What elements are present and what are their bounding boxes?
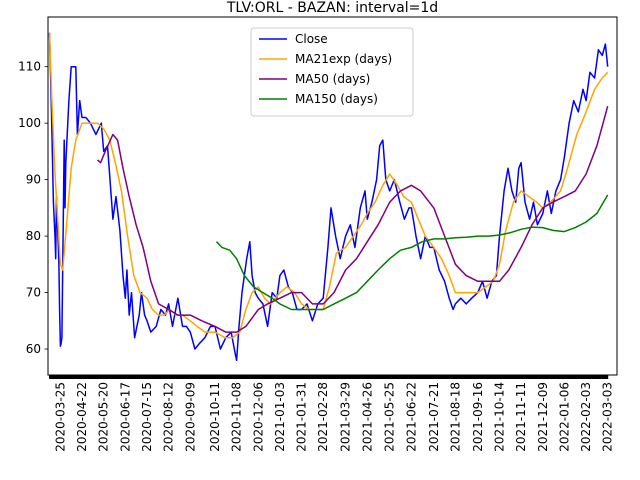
x-tick-label: 2021-01-03 xyxy=(273,382,287,452)
y-tick-label: 90 xyxy=(26,173,41,187)
x-minor-ticks xyxy=(49,375,609,379)
series-line-1 xyxy=(48,32,609,339)
y-tick-label: 80 xyxy=(26,229,41,243)
y-tick-label: 70 xyxy=(26,286,41,300)
x-tick-label: 2021-04-26 xyxy=(360,382,374,452)
x-tick-label: 2020-04-22 xyxy=(75,382,89,452)
x-tick-label: 2021-11-11 xyxy=(514,382,528,452)
series-layer xyxy=(48,32,609,362)
x-tick-label: 2020-08-12 xyxy=(162,382,176,452)
series-line-2 xyxy=(96,106,609,333)
x-tick-label: 2021-03-29 xyxy=(339,382,353,452)
legend: Close MA21exp (days) MA50 (days) MA150 (day… xyxy=(250,27,414,117)
x-axis: 2020-03-25 2020-04-22 2020-05-20 2020-06-17… xyxy=(49,375,615,452)
x-tick-label: 2020-05-20 xyxy=(97,382,111,452)
x-tick-label: 2020-06-17 xyxy=(118,382,132,452)
x-tick-label: 2022-02-03 xyxy=(579,382,593,452)
x-tick-label: 2021-10-14 xyxy=(493,382,507,452)
y-tick-label: 60 xyxy=(26,342,41,356)
x-tick-label: 2021-08-18 xyxy=(448,382,462,452)
x-tick-label: 2021-09-16 xyxy=(471,382,485,452)
x-tick-label: 2021-07-21 xyxy=(427,382,441,452)
x-tick-label: 2021-06-22 xyxy=(404,382,418,452)
x-tick-label: 2021-05-25 xyxy=(383,382,397,452)
y-tick-label: 110 xyxy=(18,60,41,74)
x-tick-label: 2020-07-15 xyxy=(140,382,154,452)
y-tick-label: 100 xyxy=(18,116,41,130)
x-tick-label: 2020-12-06 xyxy=(251,382,265,452)
x-tick-label: 2020-09-09 xyxy=(183,382,197,452)
series-line-3 xyxy=(215,194,609,311)
chart-title: TLV:ORL - BAZAN: interval=1d xyxy=(226,0,438,16)
x-tick-label: 2021-12-09 xyxy=(536,382,550,452)
x-tick-label: 2020-11-08 xyxy=(230,382,244,452)
legend-box xyxy=(250,27,414,117)
x-tick-label: 2022-01-06 xyxy=(557,382,571,452)
legend-label-3: MA150 (days) xyxy=(295,92,378,106)
legend-label-2: MA50 (days) xyxy=(295,72,370,86)
x-tick-label: 2021-02-28 xyxy=(316,382,330,452)
x-tick-label: 2020-10-11 xyxy=(208,382,222,452)
x-tick-label: 2020-03-25 xyxy=(53,382,67,452)
legend-label-0: Close xyxy=(295,32,328,46)
x-tick-label: 2022-03-03 xyxy=(601,382,615,452)
x-tick-label: 2021-01-31 xyxy=(295,382,309,452)
y-axis: 60 70 80 90 100 110 xyxy=(18,60,48,356)
legend-label-1: MA21exp (days) xyxy=(295,52,392,66)
